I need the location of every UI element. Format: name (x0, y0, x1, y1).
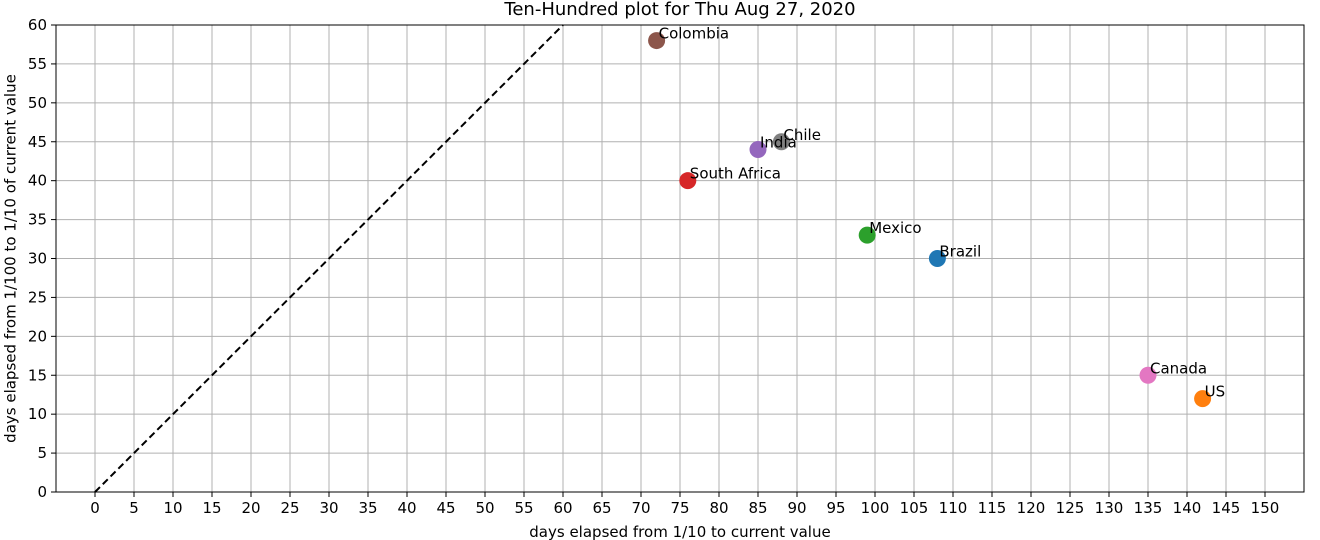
y-tick-label: 10 (28, 405, 47, 423)
y-tick-label: 55 (28, 55, 47, 73)
x-tick-label: 90 (787, 499, 806, 517)
x-tick-label: 145 (1212, 499, 1241, 517)
x-tick-label: 55 (514, 499, 533, 517)
y-axis-label: days elapsed from 1/100 to 1/10 of curre… (2, 74, 20, 443)
x-tick-label: 125 (1056, 499, 1085, 517)
y-tick-label: 40 (28, 172, 47, 190)
x-tick-label: 105 (900, 499, 929, 517)
data-point (858, 226, 876, 244)
x-axis-ticks: 0 5 10 15 20 25 30 35 40 45 50 55 60 65 70 75 80 85 90 95 10… (90, 492, 1279, 517)
x-tick-label: 15 (202, 499, 221, 517)
y-tick-label: 45 (28, 133, 47, 151)
x-tick-label: 80 (709, 499, 728, 517)
x-tick-label: 65 (592, 499, 611, 517)
data-point (749, 141, 767, 159)
reference-line-group (94, 24, 564, 493)
x-tick-label: 140 (1173, 499, 1202, 517)
x-tick-label: 120 (1017, 499, 1046, 517)
y-tick-label: 25 (28, 288, 47, 306)
x-tick-label: 30 (319, 499, 338, 517)
data-point-label: Colombia (659, 25, 730, 43)
y-tick-label: 5 (37, 444, 47, 462)
x-tick-label: 50 (475, 499, 494, 517)
y-axis-ticks: 0 5 10 15 20 25 30 35 40 45 50 55 60 (28, 16, 56, 501)
data-point (1194, 390, 1212, 408)
x-tick-label: 70 (631, 499, 650, 517)
data-point-label: India (760, 134, 797, 152)
data-point-label: Chile (783, 126, 821, 144)
x-tick-label: 110 (939, 499, 968, 517)
data-point-label: Mexico (869, 219, 921, 237)
x-tick-label: 0 (90, 499, 100, 517)
data-point-label: US (1205, 383, 1226, 401)
data-point-label: Brazil (939, 243, 981, 261)
data-point (928, 250, 946, 267)
data-point (648, 32, 666, 50)
x-tick-label: 25 (280, 499, 299, 517)
data-point-label: South Africa (690, 165, 781, 183)
x-tick-label: 60 (553, 499, 572, 517)
y-tick-label: 60 (28, 16, 47, 34)
x-tick-label: 95 (826, 499, 845, 517)
data-point (679, 172, 697, 190)
x-tick-label: 115 (978, 499, 1007, 517)
y-tick-label: 0 (37, 483, 47, 501)
y-tick-label: 30 (28, 250, 47, 268)
data-point (772, 133, 790, 151)
x-tick-label: 45 (436, 499, 455, 517)
y-tick-label: 15 (28, 366, 47, 384)
x-tick-label: 135 (1134, 499, 1163, 517)
grid-lines (56, 24, 1304, 493)
y-tick-label: 20 (28, 327, 47, 345)
y-tick-label: 35 (28, 211, 47, 229)
x-tick-label: 75 (670, 499, 689, 517)
data-points: Brazil US Mexico South Africa India Colombia C… (648, 25, 1225, 408)
x-tick-label: 10 (163, 499, 182, 517)
x-tick-label: 150 (1251, 499, 1280, 517)
x-axis-label: days elapsed from 1/10 to current value (529, 523, 830, 540)
x-tick-label: 40 (397, 499, 416, 517)
data-point-label: Canada (1150, 359, 1207, 377)
chart-title: Ten-Hundred plot for Thu Aug 27, 2020 (503, 0, 855, 20)
x-tick-label: 85 (748, 499, 767, 517)
x-tick-label: 20 (241, 499, 260, 517)
x-tick-label: 130 (1095, 499, 1124, 517)
x-tick-label: 35 (358, 499, 377, 517)
y-tick-label: 50 (28, 94, 47, 112)
data-point (1139, 366, 1157, 384)
x-tick-label: 5 (129, 499, 139, 517)
reference-line (94, 24, 564, 493)
x-tick-label: 100 (861, 499, 890, 517)
